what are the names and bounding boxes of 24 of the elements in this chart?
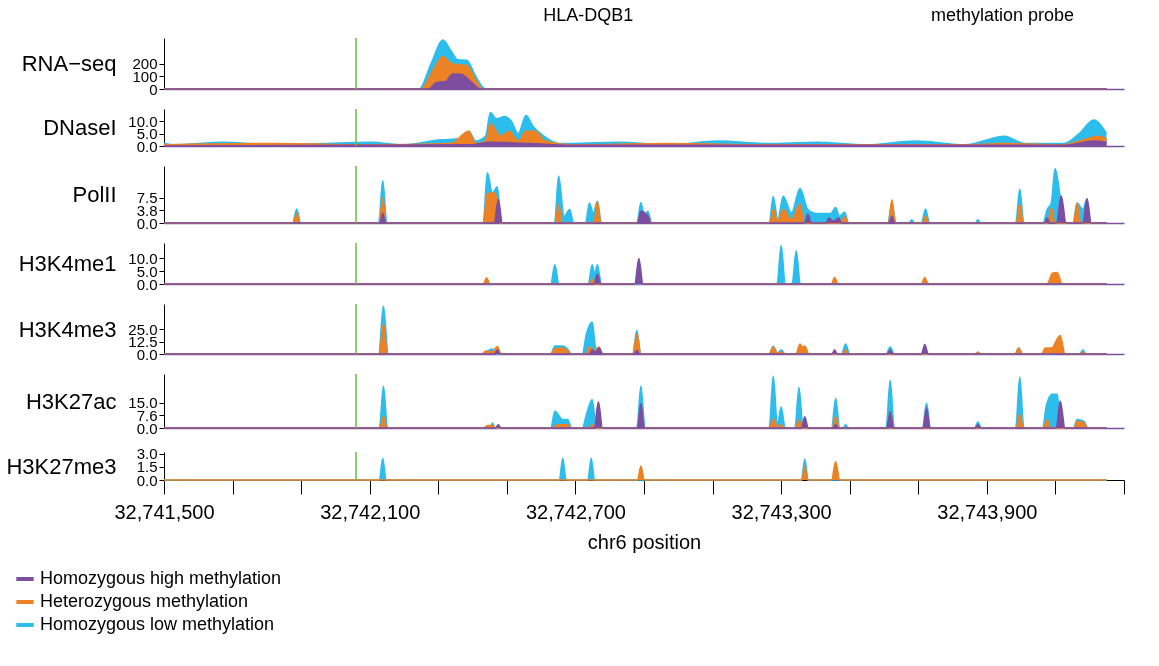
y-axis-title: RNA−seq (21, 51, 117, 76)
text: HLA-DQB1 (543, 5, 634, 25)
y-axis-title: H3K27me3 (6, 453, 117, 479)
y-tick-label: 25.0 (128, 320, 158, 338)
legend-label: Homozygous low methylation (40, 614, 275, 634)
x-axis-title: chr6 position (587, 530, 702, 553)
x-tick-label: 32,742,700 (525, 500, 626, 523)
y-tick-label: 200 (132, 55, 158, 72)
x-tick-label: 32,742,100 (320, 500, 421, 523)
y-axis-title: DNaseI (43, 115, 117, 140)
y-tick-label: 10.0 (128, 249, 158, 267)
y-axis-title: H3K4me3 (18, 316, 117, 342)
x-tick-label: 32,741,500 (114, 500, 215, 523)
legend-label: Homozygous high methylation (40, 568, 282, 588)
y-tick-label: 15.0 (128, 394, 158, 412)
y-axis-title: H3K4me1 (18, 251, 117, 276)
text: methylation probe (930, 5, 1074, 25)
x-tick-label: 32,743,900 (937, 500, 1038, 523)
legend-label: Heterozygous methylation (40, 591, 249, 611)
y-tick-label: 10.0 (128, 112, 158, 130)
y-tick-label: 7.5 (136, 189, 158, 207)
y-axis-title: H3K27ac (25, 388, 117, 414)
x-tick-label: 32,743,300 (731, 500, 832, 523)
y-axis-title: PolII (72, 182, 117, 207)
